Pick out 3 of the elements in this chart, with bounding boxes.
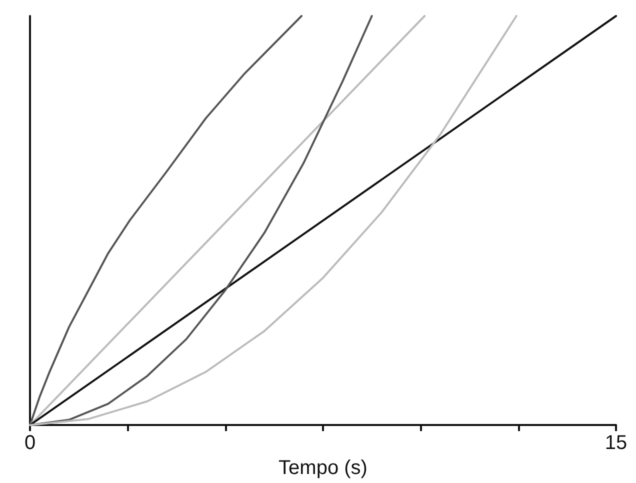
x-tick-label: 15 (604, 432, 628, 454)
x-tick-label: 0 (24, 432, 36, 454)
x-axis-title: Tempo (s) (278, 457, 368, 479)
